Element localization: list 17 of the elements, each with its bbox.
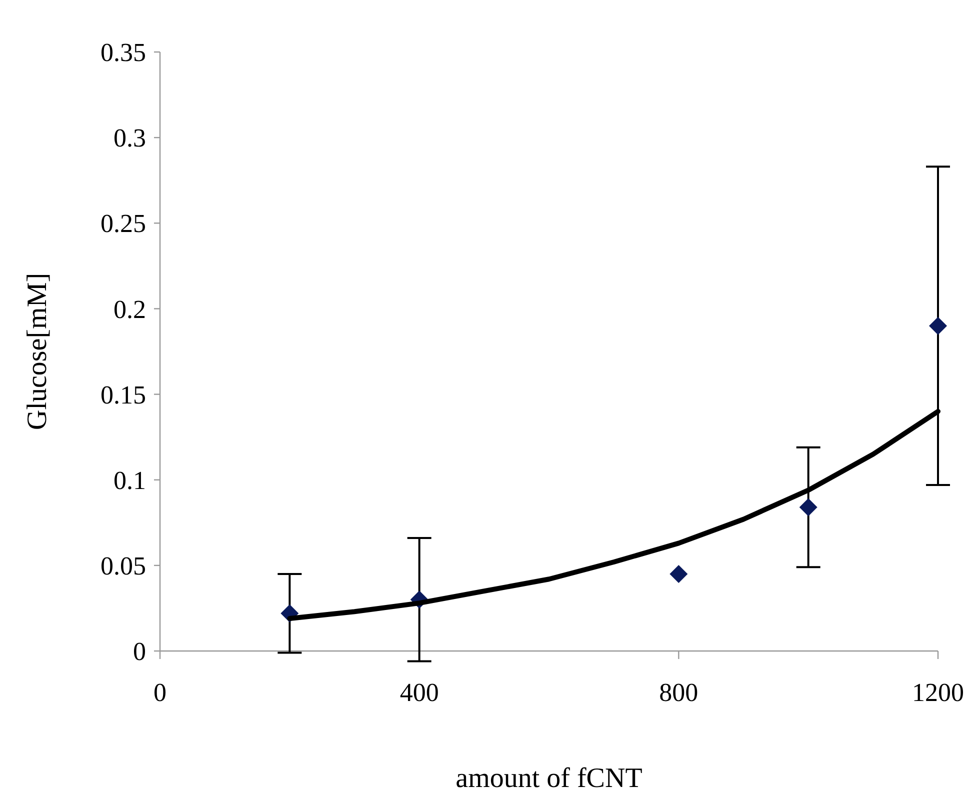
x-tick-label: 1200 bbox=[912, 678, 964, 707]
point bbox=[670, 564, 688, 583]
y-tick-label: 0.2 bbox=[114, 294, 146, 324]
y-tick-label: 0.35 bbox=[100, 38, 146, 68]
point bbox=[929, 316, 947, 335]
y-tick-label: 0.05 bbox=[100, 552, 146, 581]
y-tick-label: 0.25 bbox=[100, 209, 146, 238]
y-tick-label: 0.1 bbox=[114, 466, 146, 495]
x-tick-label: 0 bbox=[154, 678, 166, 707]
x-tick-label: 800 bbox=[659, 678, 698, 707]
point bbox=[799, 498, 818, 516]
y-tick-label: 0 bbox=[133, 637, 146, 666]
x-axis-title: amount of fCNT bbox=[456, 763, 642, 794]
x-tick-label: 400 bbox=[400, 678, 439, 707]
y-tick-label: 0.3 bbox=[114, 124, 146, 153]
y-axis-title: Glucose[mM] bbox=[22, 272, 53, 430]
y-tick-label: 0.15 bbox=[100, 380, 146, 410]
